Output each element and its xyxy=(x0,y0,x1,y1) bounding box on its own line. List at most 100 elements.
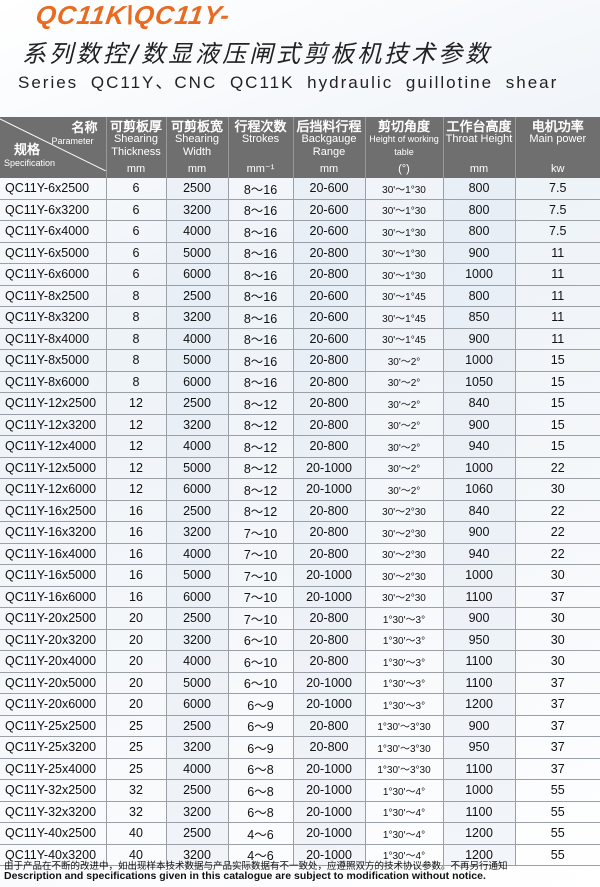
header-en: Shearing Width xyxy=(174,133,220,158)
cell-shearing-width: 3200 xyxy=(165,414,228,436)
cell-strokes: 8～16 xyxy=(227,371,293,393)
cell-model: QC11Y-12x3200 xyxy=(0,414,106,436)
disclaimer-cn: 由于产品在不断的改进中，如出现样本技术数据与产品实际数据有不一致处，应遵照双方的… xyxy=(4,861,508,872)
table-row: QC11Y-6x4000 6 4000 8～16 20-600 30'～1°30 800 7.… xyxy=(0,220,600,243)
cell-model: QC11Y-20x5000 xyxy=(0,672,106,694)
header-unit: mm xyxy=(126,163,146,175)
cell-shear-angle: 1°30'～3° xyxy=(364,629,443,651)
cell-strokes: 8～16 xyxy=(227,306,293,329)
cell-shearing-width: 3200 xyxy=(165,521,228,544)
cell-strokes: 4～6 xyxy=(227,844,293,866)
cell-shear-angle: 1°30'～4° xyxy=(364,822,443,845)
spec-label-cn: 规格 xyxy=(14,142,41,157)
cell-shear-angle: 30'～1°45 xyxy=(364,306,443,329)
header-shear-angle: 剪切角度 Height of working table (°) xyxy=(364,117,443,178)
cell-shear-angle: 30'～1°30 xyxy=(364,220,443,243)
cell-shearing-width: 5000 xyxy=(165,242,228,264)
cell-main-power: 7.5 xyxy=(514,220,600,243)
table-row: QC11Y-12x2500 12 2500 8～12 20-800 30'～2° 840 15 xyxy=(0,392,600,415)
table-row: QC11Y-32x3200 32 3200 6～8 20-1000 1°30'～4° 110… xyxy=(0,801,600,823)
header-unit: kw xyxy=(551,163,565,175)
cell-strokes: 8～16 xyxy=(227,199,293,221)
cell-backgauge-range: 20-600 xyxy=(292,220,365,243)
cell-throat-height: 900 xyxy=(442,607,515,630)
cell-shearing-width: 6000 xyxy=(165,263,228,286)
header-cn: 后挡料行程 xyxy=(296,119,362,134)
table-row: QC11Y-20x6000 20 6000 6～9 20-1000 1°30'～3° 120… xyxy=(0,693,600,716)
cell-shearing-width: 3200 xyxy=(165,199,228,221)
cell-main-power: 22 xyxy=(514,521,600,544)
cell-main-power: 55 xyxy=(514,801,600,823)
cell-backgauge-range: 20-800 xyxy=(292,607,365,630)
cell-strokes: 7～10 xyxy=(227,521,293,544)
cell-shearing-width: 4000 xyxy=(165,543,228,565)
table-row: QC11Y-12x3200 12 3200 8～12 20-800 30'～2° 900 15 xyxy=(0,414,600,436)
table-row: QC11Y-16x6000 16 6000 7～10 20-1000 30'～2°30 11… xyxy=(0,586,600,608)
cell-throat-height: 850 xyxy=(442,306,515,329)
header-backgauge-range: 后挡料行程 Backgauge Range mm xyxy=(292,117,365,178)
cell-throat-height: 1100 xyxy=(442,586,515,608)
cell-shearing-thickness: 12 xyxy=(105,478,166,501)
cell-model: QC11Y-32x2500 xyxy=(0,779,106,802)
header-en: Strokes xyxy=(241,133,280,145)
spec-table: 名称 Parameter 规格 Specification 可剪板厚 Sheari… xyxy=(0,117,600,866)
cell-shearing-width: 2500 xyxy=(165,607,228,630)
cell-model: QC11Y-16x3200 xyxy=(0,521,106,544)
cell-throat-height: 900 xyxy=(442,715,515,737)
cell-shearing-thickness: 8 xyxy=(105,306,166,329)
cell-main-power: 55 xyxy=(514,779,600,802)
cell-main-power: 30 xyxy=(514,478,600,501)
cell-shearing-thickness: 25 xyxy=(105,715,166,737)
cell-main-power: 30 xyxy=(514,564,600,587)
cell-shearing-width: 2500 xyxy=(165,285,228,307)
table-row: QC11Y-6x3200 6 3200 8～16 20-600 30'～1°30 800 7.… xyxy=(0,199,600,221)
cell-throat-height: 900 xyxy=(442,521,515,544)
cell-throat-height: 800 xyxy=(442,199,515,221)
cell-backgauge-range: 20-800 xyxy=(292,414,365,436)
cell-shearing-width: 6000 xyxy=(165,586,228,608)
cell-shear-angle: 1°30'～3°30 xyxy=(364,736,443,759)
cell-backgauge-range: 20-800 xyxy=(292,242,365,264)
cell-strokes: 6～10 xyxy=(227,629,293,651)
cell-backgauge-range: 20-1000 xyxy=(292,779,365,802)
param-label-en: Parameter xyxy=(51,136,94,146)
cell-throat-height: 800 xyxy=(442,285,515,307)
cell-shear-angle: 30'～2° xyxy=(364,435,443,458)
cell-shear-angle: 30'～2°30 xyxy=(364,543,443,565)
cell-shearing-width: 3200 xyxy=(165,801,228,823)
cell-shearing-thickness: 40 xyxy=(105,844,166,866)
cell-shearing-thickness: 8 xyxy=(105,285,166,307)
cell-throat-height: 1100 xyxy=(442,650,515,673)
cell-shearing-width: 6000 xyxy=(165,693,228,716)
table-row: QC11Y-16x2500 16 2500 8～12 20-800 30'～2°30 840… xyxy=(0,500,600,522)
table-row: QC11Y-8x4000 8 4000 8～16 20-600 30'～1°45 900 11 xyxy=(0,328,600,350)
cell-main-power: 37 xyxy=(514,715,600,737)
cell-model: QC11Y-8x5000 xyxy=(0,349,106,372)
table-row: QC11Y-25x4000 25 4000 6～8 20-1000 1°30'～3°30 1… xyxy=(0,758,600,780)
cell-model: QC11Y-25x4000 xyxy=(0,758,106,780)
cell-backgauge-range: 20-800 xyxy=(292,715,365,737)
cell-shear-angle: 30'～2° xyxy=(364,392,443,415)
cell-strokes: 6～8 xyxy=(227,779,293,802)
table-body: QC11Y-6x2500 6 2500 8～16 20-600 30'～1°30 800 7.… xyxy=(0,178,600,866)
cell-backgauge-range: 20-1000 xyxy=(292,586,365,608)
header-unit: mm xyxy=(319,163,339,175)
cell-strokes: 8～12 xyxy=(227,478,293,501)
cell-throat-height: 940 xyxy=(442,543,515,565)
cell-shearing-width: 5000 xyxy=(165,349,228,372)
cell-model: QC11Y-20x6000 xyxy=(0,693,106,716)
cell-backgauge-range: 20-1000 xyxy=(292,822,365,845)
header-cn: 工作台高度 xyxy=(446,119,512,134)
cell-backgauge-range: 20-1000 xyxy=(292,457,365,479)
cell-strokes: 7～10 xyxy=(227,543,293,565)
cell-throat-height: 1060 xyxy=(442,478,515,501)
cell-shear-angle: 30'～1°45 xyxy=(364,328,443,350)
cell-main-power: 11 xyxy=(514,242,600,264)
cell-strokes: 8～16 xyxy=(227,220,293,243)
header-unit: mm⁻¹ xyxy=(246,163,275,175)
cell-main-power: 15 xyxy=(514,371,600,393)
cell-backgauge-range: 20-800 xyxy=(292,349,365,372)
cell-model: QC11Y-8x6000 xyxy=(0,371,106,393)
header-en: Throat Height xyxy=(445,133,513,145)
cell-backgauge-range: 20-800 xyxy=(292,543,365,565)
